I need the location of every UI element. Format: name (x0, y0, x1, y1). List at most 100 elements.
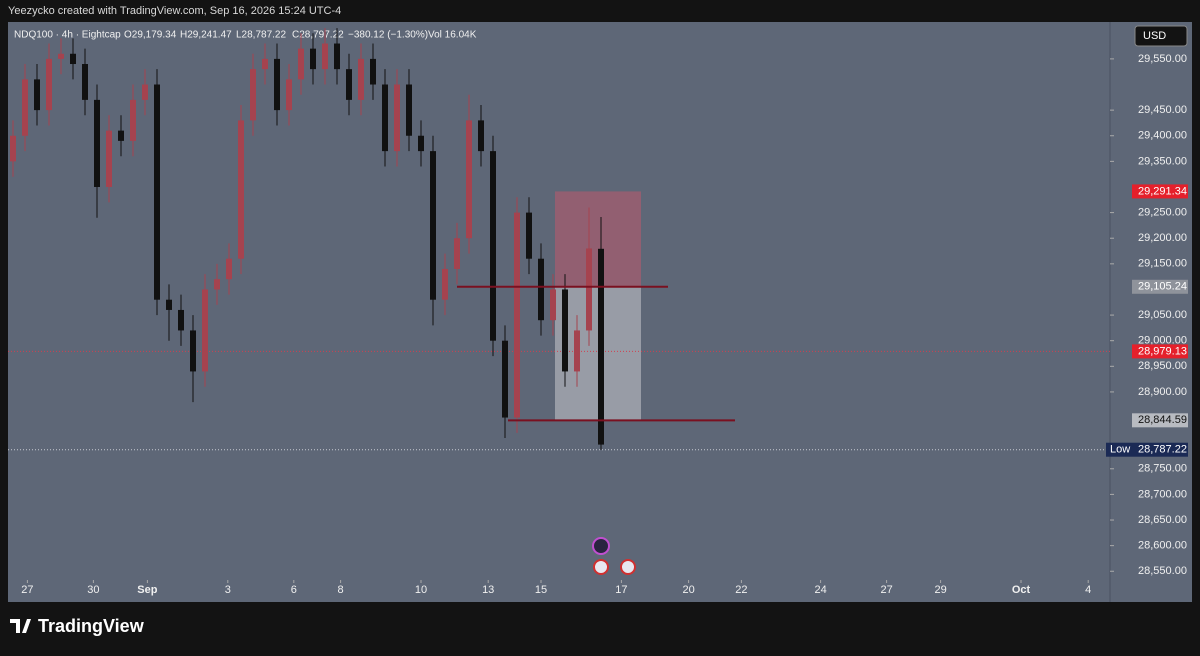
x-tick-label: 10 (415, 584, 427, 596)
ohlc-low: L28,787.22 (236, 30, 286, 41)
candle-body (502, 340, 508, 418)
price-tag: Low (1110, 444, 1130, 456)
candle-body (226, 258, 232, 280)
candle-body (214, 279, 220, 290)
x-tick-label: Sep (137, 584, 157, 596)
x-tick-label: 29 (934, 584, 946, 596)
x-tick-label: 20 (682, 584, 694, 596)
y-tick-label: 29,000.00 (1138, 335, 1187, 347)
brand: TradingView (38, 616, 145, 636)
x-tick-label: 17 (615, 584, 627, 596)
ohlc-close: C28,797.22 (292, 30, 344, 41)
x-tick-label: 24 (814, 584, 826, 596)
currency-button[interactable] (1134, 25, 1188, 47)
candle-body (238, 120, 244, 259)
candle-body (118, 130, 124, 141)
candle-body (430, 151, 436, 300)
event-icons (592, 537, 636, 575)
candle-body (190, 330, 196, 372)
y-tick-label: 28,650.00 (1138, 514, 1187, 526)
candle-body (154, 84, 160, 300)
y-tick-label: 29,050.00 (1138, 309, 1187, 321)
candle-body (358, 58, 364, 100)
price-tag-box (1106, 442, 1132, 457)
volume: Vol 16.04K (428, 30, 477, 41)
candle-body (466, 120, 472, 239)
candle-body (598, 248, 604, 445)
candle-body (250, 69, 256, 121)
logo (10, 619, 31, 633)
y-tick-label: 28,900.00 (1138, 386, 1187, 398)
y-tick-label: 28,550.00 (1138, 565, 1187, 577)
y-tick-label: 29,200.00 (1138, 232, 1187, 244)
candle-body (514, 212, 520, 418)
price-label: 29,291.34 (1138, 185, 1187, 197)
x-tick-label: 27 (880, 584, 892, 596)
y-tick-label: 29,250.00 (1138, 207, 1187, 219)
y-tick-label: 28,600.00 (1138, 540, 1187, 552)
y-tick-label: 28,750.00 (1138, 463, 1187, 475)
candle-body (382, 84, 388, 152)
candle-body (334, 43, 340, 70)
candle-body (82, 64, 88, 100)
price-label-box (1132, 279, 1188, 294)
x-tick-label: 30 (87, 584, 99, 596)
price-label: 28,844.59 (1138, 414, 1187, 426)
ohlc-open: O29,179.34 (124, 30, 177, 41)
price-label-box (1132, 344, 1188, 359)
candle-body (22, 79, 28, 136)
x-tick-label: 6 (291, 584, 297, 596)
candle-body (274, 58, 280, 111)
candle-body (538, 258, 544, 321)
candle-body (490, 151, 496, 341)
candle-body (442, 268, 448, 300)
candle-body (370, 58, 376, 85)
candle-body (550, 289, 556, 321)
ohlc-change: −380.12 (−1.30%) (348, 30, 428, 41)
candle-body (46, 58, 52, 111)
x-tick-label: 8 (338, 584, 344, 596)
candle-body (298, 48, 304, 80)
x-tick-label: Oct (1012, 584, 1031, 596)
candle-body (166, 299, 172, 310)
candle-body (574, 330, 580, 372)
candle-body (262, 58, 268, 70)
candle-body (562, 289, 568, 372)
candle-body (142, 84, 148, 100)
y-tick-label: 28,950.00 (1138, 360, 1187, 372)
candle-body (286, 79, 292, 111)
price-label-box (1132, 184, 1188, 199)
candle-body (310, 48, 316, 70)
x-tick-label: 22 (735, 584, 747, 596)
credit: Yeezycko created with TradingView.com, S… (8, 5, 341, 17)
price-label-box (1132, 413, 1188, 428)
y-tick-label: 28,700.00 (1138, 488, 1187, 500)
candle-body (526, 212, 532, 259)
candle-body (34, 79, 40, 111)
y-tick-label: 29,350.00 (1138, 155, 1187, 167)
candle-body (178, 309, 184, 331)
x-tick-label: 15 (535, 584, 547, 596)
price-label: 28,787.22 (1138, 444, 1187, 456)
price-label-box (1132, 442, 1188, 457)
y-tick-label: 29,400.00 (1138, 130, 1187, 142)
candle-body (394, 84, 400, 152)
candle-body (346, 69, 352, 100)
ohlc-high: H29,241.47 (180, 30, 232, 41)
candle-body (70, 53, 76, 65)
price-label: 28,979.13 (1138, 345, 1187, 357)
candle-body (586, 248, 592, 331)
candle-body (478, 120, 484, 152)
candle-body (58, 53, 64, 59)
candle-body (418, 135, 424, 152)
price-label: 29,105.24 (1138, 281, 1187, 293)
candle-body (106, 130, 112, 187)
y-tick-label: 29,150.00 (1138, 258, 1187, 270)
x-tick-label: 4 (1085, 584, 1091, 596)
x-tick-label: 13 (482, 584, 494, 596)
x-tick-label: 3 (225, 584, 231, 596)
candle-body (454, 238, 460, 269)
currency: USD (1143, 30, 1166, 42)
candle-body (406, 84, 412, 136)
